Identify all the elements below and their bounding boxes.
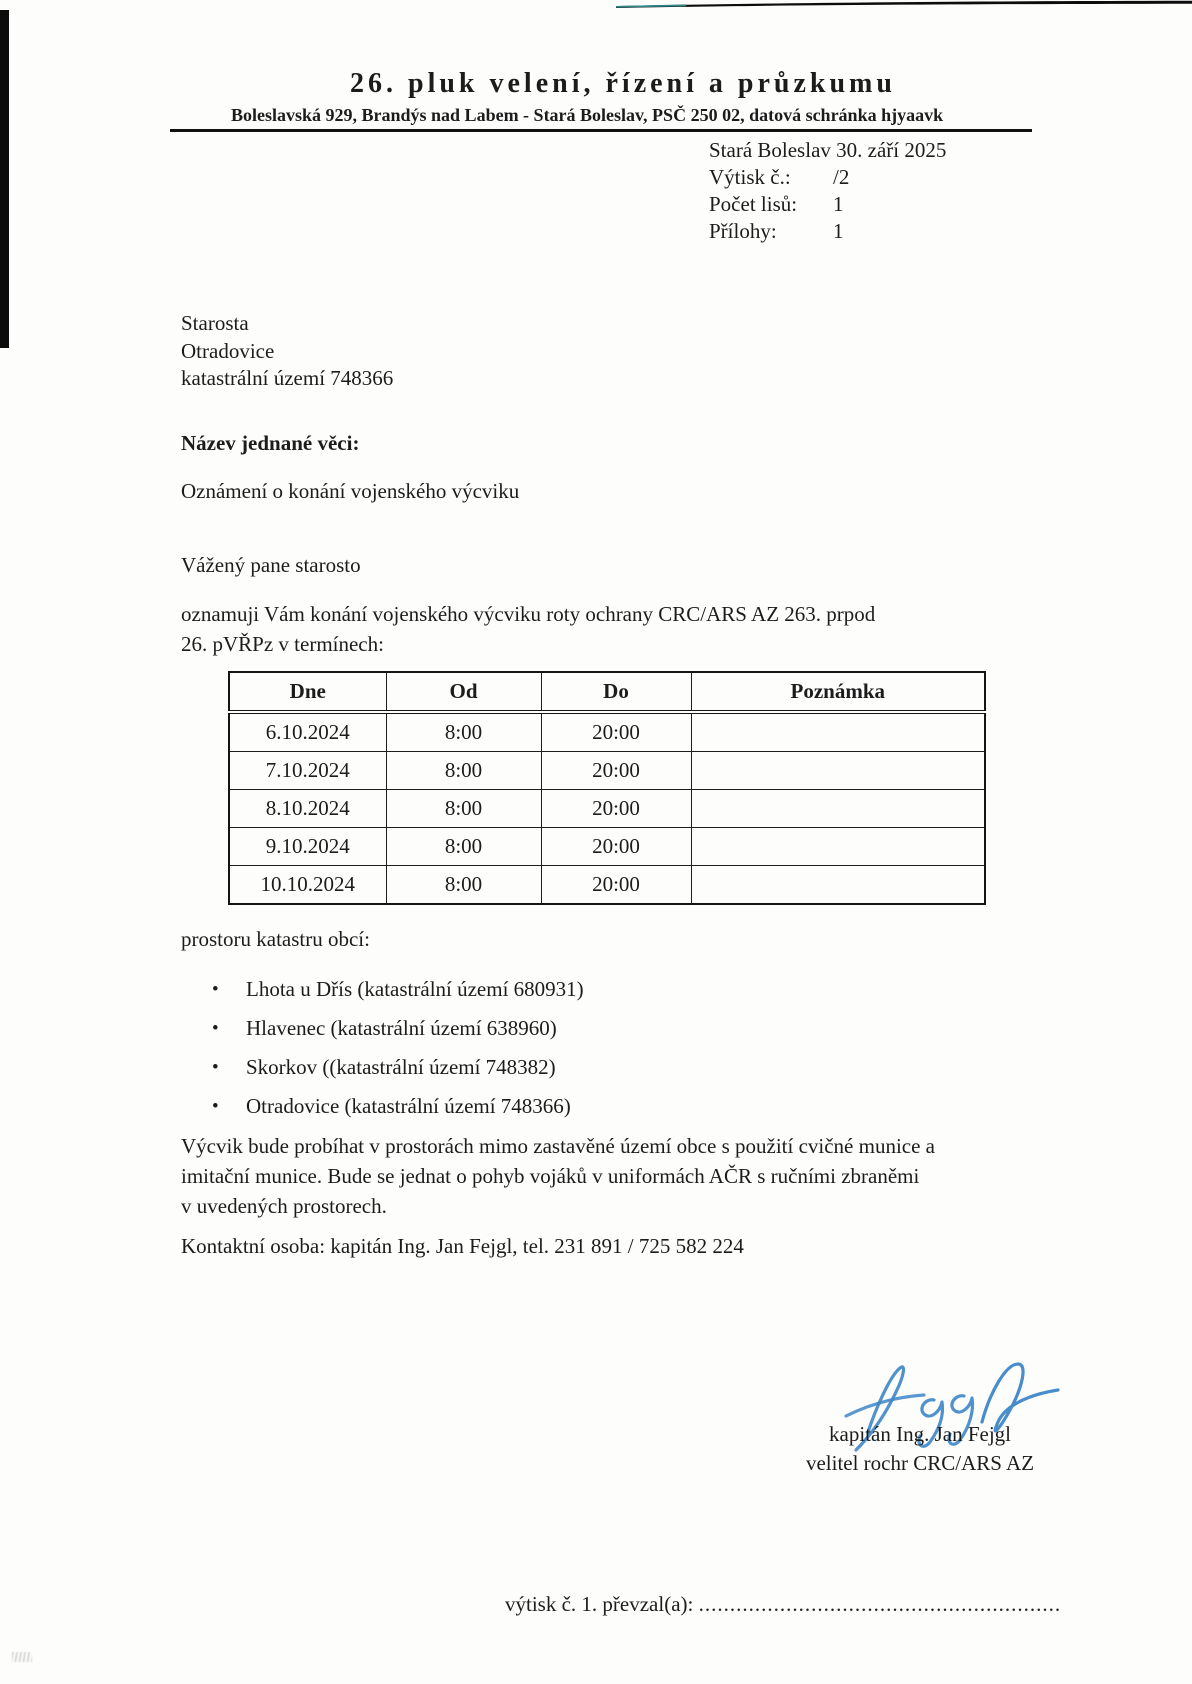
signature-block: kapitán Ing. Jan Fejgl velitel rochr CRC… bbox=[745, 1420, 1095, 1478]
cell-date: 7.10.2024 bbox=[228, 751, 387, 790]
area-text: Lhota u Dřís (katastrální území 680931) bbox=[246, 977, 584, 1001]
area-text: Otradovice (katastrální území 748366) bbox=[246, 1094, 571, 1118]
subject-value: Oznámení o konání vojenského výcviku bbox=[181, 479, 520, 503]
signatory-name: kapitán Ing. Jan Fejgl bbox=[829, 1422, 1011, 1446]
column-header-to: Do bbox=[540, 671, 692, 714]
training-note-paragraph: Výcvik bude probíhat v prostorách mimo z… bbox=[181, 1131, 935, 1221]
area-text: Skorkov ((katastrální území 748382) bbox=[246, 1055, 556, 1079]
training-note-line: imitační munice. Bude se jednat o pohyb … bbox=[181, 1164, 920, 1188]
list-item: • Skorkov ((katastrální území 748382) bbox=[212, 1054, 584, 1081]
meta-block: Stará Boleslav 30. září 2025 Výtisk č.: /… bbox=[709, 137, 946, 245]
schedule-table: Dne Od Do Poznámka 6.10.2024 8:00 20:00 … bbox=[228, 671, 986, 905]
copy-number-value: /2 bbox=[833, 165, 850, 189]
areas-intro: prostoru katastru obcí: bbox=[181, 927, 370, 951]
bullet-icon: • bbox=[212, 979, 219, 1000]
cell-note bbox=[690, 865, 986, 905]
handwritten-signature bbox=[844, 1362, 1060, 1452]
scan-artifact-smudge bbox=[12, 1652, 32, 1662]
column-header-note: Poznámka bbox=[690, 671, 986, 714]
meta-row-sheet-count: Počet lisů: 1 bbox=[709, 191, 946, 218]
cell-date: 10.10.2024 bbox=[228, 865, 387, 905]
bullet-icon: • bbox=[212, 1096, 219, 1117]
meta-row-attachments: Přílohy: 1 bbox=[709, 218, 946, 245]
column-header-from: Od bbox=[385, 671, 542, 714]
salutation: Vážený pane starosto bbox=[181, 553, 361, 577]
training-note-line: v uvedených prostorech. bbox=[181, 1194, 387, 1218]
table-row: 6.10.2024 8:00 20:00 bbox=[228, 711, 986, 752]
area-text: Hlavenec (katastrální území 638960) bbox=[246, 1016, 557, 1040]
table-row: 7.10.2024 8:00 20:00 bbox=[228, 751, 986, 790]
attachments-label: Přílohy: bbox=[709, 219, 777, 243]
attachments-value: 1 bbox=[833, 219, 844, 243]
cell-from: 8:00 bbox=[385, 827, 542, 866]
column-header-date: Dne bbox=[228, 671, 387, 714]
cell-to: 20:00 bbox=[540, 711, 692, 752]
cell-note bbox=[690, 827, 986, 866]
areas-list: • Lhota u Dřís (katastrální území 680931)… bbox=[212, 976, 584, 1132]
table-row: 9.10.2024 8:00 20:00 bbox=[228, 827, 986, 866]
meta-row-copy-number: Výtisk č.: /2 bbox=[709, 164, 946, 191]
schedule-header-row: Dne Od Do Poznámka bbox=[228, 671, 986, 714]
scan-artifact-left-bar bbox=[0, 10, 9, 348]
letterhead-rule bbox=[170, 129, 1032, 132]
cell-note bbox=[690, 789, 986, 828]
copy-number-label: Výtisk č.: bbox=[709, 165, 791, 189]
intro-line: 26. pVŘPz v termínech: bbox=[181, 632, 384, 656]
bullet-icon: • bbox=[212, 1018, 219, 1039]
addressee-line: Otradovice bbox=[181, 338, 275, 363]
list-item: • Lhota u Dřís (katastrální území 680931) bbox=[212, 976, 584, 1003]
addressee-line: katastrální území 748366 bbox=[181, 366, 394, 390]
cell-note bbox=[690, 751, 986, 790]
bullet-icon: • bbox=[212, 1057, 219, 1078]
cell-date: 8.10.2024 bbox=[228, 789, 387, 828]
signatory-role: velitel rochr CRC/ARS AZ bbox=[805, 1451, 1035, 1475]
scan-artifact-top-line bbox=[616, 0, 1192, 8]
list-item: • Otradovice (katastrální území 748366) bbox=[212, 1093, 584, 1120]
receipt-line: výtisk č. 1. převzal(a): ...............… bbox=[505, 1592, 1061, 1617]
training-note-line: Výcvik bude probíhat v prostorách mimo z… bbox=[181, 1134, 936, 1158]
sheet-count-label: Počet lisů: bbox=[709, 192, 798, 216]
table-row: 10.10.2024 8:00 20:00 bbox=[228, 865, 986, 905]
cell-from: 8:00 bbox=[385, 789, 542, 828]
letterhead-title: 26. pluk velení, řízení a průzkumu bbox=[350, 68, 896, 99]
intro-line: oznamuji Vám konání vojenského výcviku r… bbox=[181, 602, 876, 626]
cell-from: 8:00 bbox=[385, 865, 542, 905]
cell-from: 8:00 bbox=[385, 711, 542, 752]
place-date: Stará Boleslav 30. září 2025 bbox=[709, 138, 947, 162]
subject-label: Název jednané věci: bbox=[181, 431, 360, 455]
cell-note bbox=[690, 711, 986, 752]
cell-to: 20:00 bbox=[540, 865, 692, 905]
receipt-dotted-line: ........................................… bbox=[698, 1592, 1062, 1616]
cell-from: 8:00 bbox=[385, 751, 542, 790]
table-row: 8.10.2024 8:00 20:00 bbox=[228, 789, 986, 828]
addressee-block: Starosta Otradovice katastrální území 74… bbox=[181, 310, 393, 393]
contact-line: Kontaktní osoba: kapitán Ing. Jan Fejgl,… bbox=[181, 1234, 744, 1258]
cell-to: 20:00 bbox=[540, 751, 692, 790]
cell-date: 6.10.2024 bbox=[228, 711, 387, 752]
cell-date: 9.10.2024 bbox=[228, 827, 387, 866]
addressee-line: Starosta bbox=[181, 311, 249, 335]
sheet-count-value: 1 bbox=[833, 192, 844, 216]
letterhead-address-line: Boleslavská 929, Brandýs nad Labem - Sta… bbox=[231, 105, 944, 125]
cell-to: 20:00 bbox=[540, 789, 692, 828]
list-item: • Hlavenec (katastrální území 638960) bbox=[212, 1015, 584, 1042]
cell-to: 20:00 bbox=[540, 827, 692, 866]
intro-paragraph: oznamuji Vám konání vojenského výcviku r… bbox=[181, 599, 875, 659]
receipt-label: výtisk č. 1. převzal(a): bbox=[505, 1592, 694, 1616]
